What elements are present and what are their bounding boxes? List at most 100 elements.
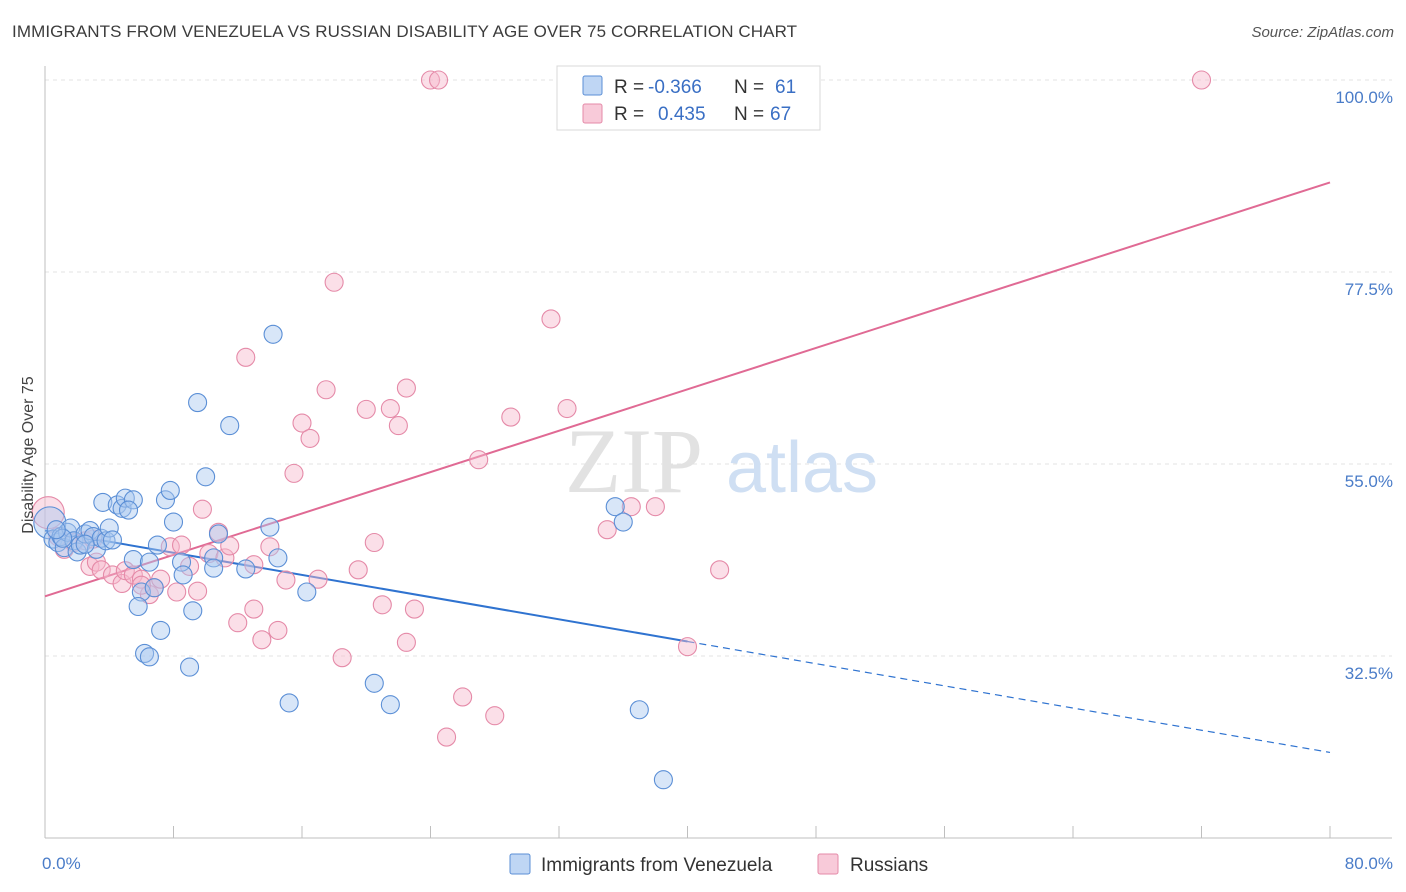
watermark-zip: ZIP	[565, 410, 703, 512]
russians-point-60	[645, 497, 665, 517]
y-tick-label-3: 100.0%	[1335, 88, 1393, 107]
russians-point-62	[710, 560, 730, 580]
russians-point-39	[332, 648, 352, 668]
legend-top: R = -0.366 N = 61 R = 0.435 N = 67	[556, 65, 821, 131]
russians-point-27	[236, 347, 256, 367]
venezuela-point-36	[173, 565, 193, 585]
venezuela-point-22	[118, 500, 139, 520]
legend-bottom-swatch-russians	[817, 853, 839, 875]
y-tick-labels: 32.5% 55.0% 77.5% 100.0%	[1335, 88, 1393, 683]
russians-point-57	[557, 398, 577, 419]
russians-point-55	[501, 407, 521, 427]
venezuela-point-49	[279, 693, 299, 713]
legend-swatch-pink	[582, 103, 603, 124]
legend-swatch-blue	[582, 75, 603, 96]
legend-n-label-pink: N =	[734, 104, 764, 125]
russians-point-21	[192, 499, 212, 519]
chart-source: Source: ZipAtlas.com	[1251, 24, 1394, 41]
legend-r-value-pink: 0.435	[658, 104, 706, 125]
russians-point-25	[220, 536, 240, 556]
russians-point-36	[308, 569, 328, 589]
venezuela-point-33	[160, 480, 180, 501]
venezuela-point-27	[139, 552, 159, 572]
venezuela-point-17	[93, 492, 113, 512]
venezuela-point-48	[268, 548, 288, 568]
venezuela-point-30	[147, 535, 167, 555]
watermark-atlas: atlas	[726, 428, 878, 508]
venezuela-point-44	[220, 416, 240, 436]
venezuela-point-16	[99, 518, 119, 538]
legend-bottom-label-russians: Russians	[850, 855, 928, 876]
russians-point-52	[453, 687, 473, 707]
venezuela-point-55	[629, 700, 649, 720]
venezuela-point-50	[297, 582, 317, 602]
russians-point-41	[356, 399, 376, 419]
venezuela-point-53	[605, 497, 625, 517]
legend-r-value-blue: -0.366	[648, 77, 702, 98]
russians-point-35	[300, 428, 320, 448]
russians-point-37	[316, 380, 336, 400]
y-tick-label-0: 32.5%	[1345, 664, 1393, 683]
venezuela-point-28	[144, 578, 164, 598]
venezuela-point-23	[123, 550, 143, 570]
venezuela-point-42	[204, 558, 224, 578]
venezuela-point-20	[115, 488, 135, 508]
russians-point-63	[1191, 70, 1212, 90]
russians-point-43	[372, 595, 392, 615]
trend-lines	[44, 181, 1331, 754]
venezuela-point-54	[613, 512, 633, 532]
venezuela-point-40	[196, 467, 216, 487]
venezuela-point-47	[260, 517, 280, 537]
trend-line-russians	[44, 181, 1331, 598]
venezuela-point-60	[46, 520, 66, 540]
russians-point-33	[284, 463, 304, 483]
y-axis-label: Disability Age Over 75	[20, 376, 37, 534]
y-tick-label-1: 55.0%	[1345, 472, 1393, 491]
russians-point-59	[621, 497, 641, 517]
venezuela-point-51	[364, 673, 384, 693]
russians-point-44	[380, 398, 400, 419]
russians-point-40	[348, 560, 368, 580]
russians-point-32	[276, 570, 296, 590]
venezuela-point-15	[96, 531, 116, 551]
series-russians-points	[31, 70, 1212, 747]
russians-point-49	[420, 70, 441, 90]
legend-bottom-swatch-venezuela	[509, 853, 531, 875]
legend-r-label-blue: R =	[614, 77, 644, 98]
venezuela-point-25	[128, 596, 148, 617]
russians-point-34	[292, 413, 312, 433]
russians-point-50	[428, 70, 449, 90]
trend-line-venezuela	[44, 529, 688, 643]
legend-n-label-blue: N =	[734, 77, 764, 98]
russians-point-45	[388, 416, 408, 436]
russians-point-51	[437, 727, 457, 747]
venezuela-point-45	[236, 559, 256, 579]
x-tick-min: 0.0%	[42, 854, 81, 873]
venezuela-point-12	[83, 526, 103, 547]
trend-line-venezuela-extension	[687, 640, 1331, 754]
russians-point-46	[396, 378, 416, 398]
venezuela-point-29	[139, 647, 159, 667]
axes	[44, 66, 1392, 839]
russians-point-48	[404, 599, 424, 619]
venezuela-point-58	[102, 530, 123, 550]
russians-point-28	[244, 599, 264, 619]
russians-point-61	[677, 637, 698, 657]
russians-point-42	[364, 532, 384, 553]
venezuela-point-46	[263, 324, 283, 344]
russians-point-56	[541, 309, 561, 329]
venezuela-point-37	[180, 657, 200, 677]
russians-point-38	[324, 272, 344, 292]
y-tick-label-2: 77.5%	[1345, 280, 1393, 299]
russians-point-26	[228, 613, 248, 633]
russians-point-53	[469, 450, 489, 470]
russians-point-31	[268, 620, 288, 640]
venezuela-point-56	[653, 770, 673, 790]
venezuela-point-24	[131, 582, 151, 602]
russians-point-30	[260, 537, 280, 557]
venezuela-point-41	[204, 548, 224, 568]
russians-point-7	[91, 560, 111, 580]
russians-point-47	[396, 632, 416, 652]
venezuela-point-34	[163, 512, 184, 532]
russians-point-17	[167, 582, 187, 602]
